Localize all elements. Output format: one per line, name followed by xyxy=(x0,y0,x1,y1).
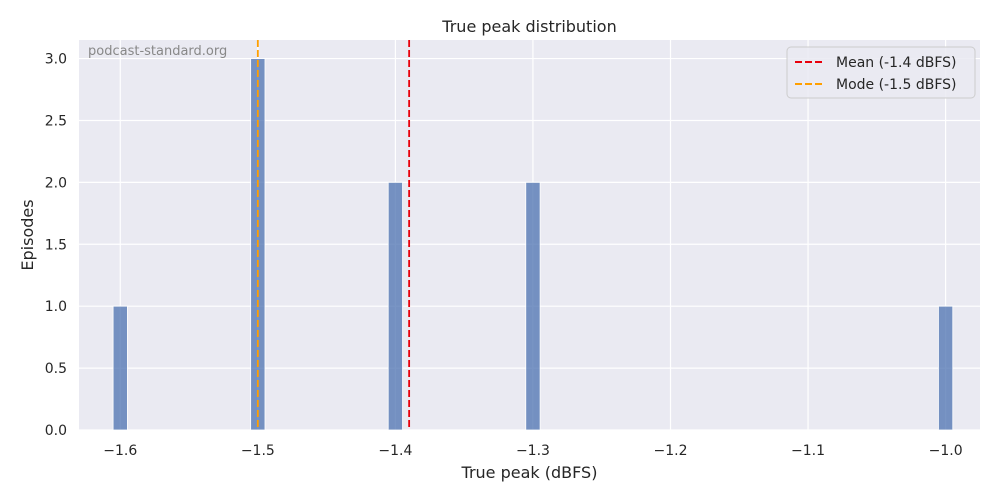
histogram-bar xyxy=(938,305,954,431)
y-tick-label: 0.5 xyxy=(45,361,67,377)
x-tick-label: −1.1 xyxy=(791,443,825,459)
tick-labels: −1.6 −1.5 −1.4 −1.3 −1.2 −1.1 −1.0 0.0 0.5 1.0 1.5… xyxy=(45,52,963,459)
reference-lines xyxy=(256,40,411,430)
y-axis-label: Episodes xyxy=(18,199,37,270)
x-tick-label: −1.0 xyxy=(929,443,963,459)
y-tick-label: 2.5 xyxy=(45,113,67,129)
legend-mode-label: Mode (-1.5 dBFS) xyxy=(836,77,956,93)
histogram-bar xyxy=(525,181,541,431)
legend: Mean (-1.4 dBFS) Mode (-1.5 dBFS) xyxy=(786,46,976,99)
legend-mean-label: Mean (-1.4 dBFS) xyxy=(836,55,956,71)
x-tick-label: −1.3 xyxy=(516,443,550,459)
watermark-text: podcast-standard.org xyxy=(88,44,227,59)
x-tick-label: −1.5 xyxy=(241,443,275,459)
x-tick-label: −1.2 xyxy=(653,443,687,459)
y-tick-label: 1.0 xyxy=(45,299,67,315)
chart-title: True peak distribution xyxy=(441,17,616,36)
y-tick-label: 0.0 xyxy=(45,423,67,439)
x-tick-label: −1.6 xyxy=(103,443,137,459)
y-tick-label: 3.0 xyxy=(45,52,67,68)
y-tick-label: 2.0 xyxy=(45,175,67,191)
legend-box xyxy=(786,46,976,99)
x-tick-label: −1.4 xyxy=(378,443,412,459)
x-axis-label: True peak (dBFS) xyxy=(461,463,598,482)
histogram-bar xyxy=(112,305,128,431)
y-tick-label: 1.5 xyxy=(45,237,67,253)
histogram-bar xyxy=(387,181,403,431)
